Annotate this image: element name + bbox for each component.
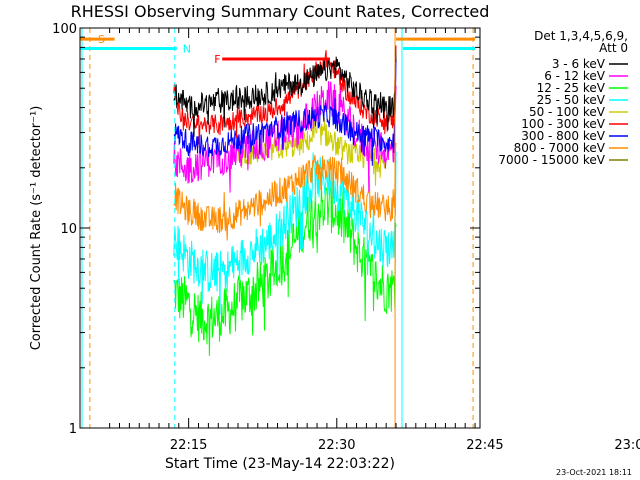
legend-entry-label: 6 - 12 keV [544, 69, 606, 83]
series-line [173, 172, 397, 356]
legend-entry-label: 7000 - 15000 keV [498, 153, 605, 167]
series-layer [173, 45, 397, 356]
annotation-label: S [98, 33, 105, 46]
y-tick-label: 10 [60, 222, 77, 237]
x-axis-label: Start Time (23-May-14 22:03:22) [165, 456, 395, 472]
x-tick-label: 23:00 [614, 438, 640, 453]
overlay-layer: S N F [80, 28, 476, 428]
legend-entry-label: 100 - 300 keV [521, 117, 605, 131]
footer-date: 23-Oct-2021 18:11 [556, 468, 632, 477]
series-line [173, 46, 397, 137]
legend-entry-label: 3 - 6 keV [552, 57, 606, 71]
y-tick-label: 100 [52, 22, 77, 37]
annotation-label: F [214, 53, 220, 66]
annotation-label: N [183, 42, 191, 55]
y-tick-label: 1 [69, 422, 77, 437]
x-tick-label: 22:15 [170, 438, 207, 453]
legend-entry-label: 300 - 800 keV [521, 129, 605, 143]
legend-entry-label: 25 - 50 keV [537, 93, 606, 107]
chart-title: RHESSI Observing Summary Count Rates, Co… [71, 2, 490, 21]
y-axis-label: Corrected Count Rate (s⁻¹ detector⁻¹) [29, 106, 44, 351]
series-line [173, 45, 397, 148]
legend-entry-label: 12 - 25 keV [537, 81, 606, 95]
legend-entry-label: 800 - 7000 keV [514, 141, 606, 155]
x-tick-label: 22:30 [318, 438, 355, 453]
series-line [173, 142, 397, 241]
x-tick-label: 22:45 [466, 438, 503, 453]
series-line [173, 151, 397, 315]
legend-header-line2: Att 0 [599, 41, 628, 55]
series-line [173, 59, 397, 166]
legend-header-line1: Det 1,3,4,5,6,9, [534, 29, 628, 43]
legend-entry-label: 50 - 100 keV [529, 105, 606, 119]
